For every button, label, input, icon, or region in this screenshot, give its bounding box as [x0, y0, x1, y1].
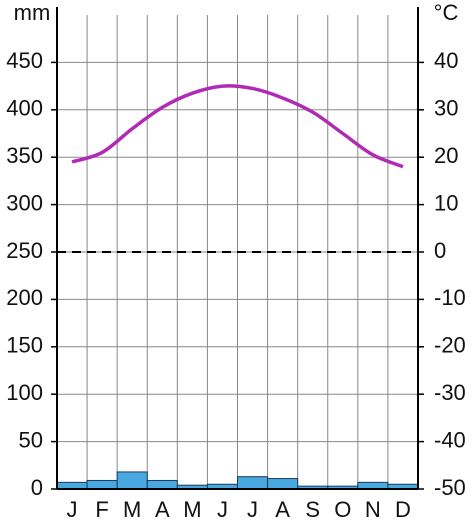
y2-tick-label: 40: [434, 48, 458, 73]
x-tick-label: M: [123, 497, 141, 522]
y-tick-label: 400: [6, 96, 43, 121]
x-tick-label: A: [275, 497, 290, 522]
temperature-line: [71, 84, 404, 169]
precipitation-bar: [267, 478, 299, 490]
y-tick-label: 250: [6, 238, 43, 263]
y-tick-label: 50: [19, 427, 43, 452]
y2-tick-label: -30: [434, 380, 466, 405]
x-tick-label: A: [155, 497, 170, 522]
y2-tick-label: -10: [434, 285, 466, 310]
y-tick-label: 300: [6, 190, 43, 215]
y2-axis-label: °C: [434, 0, 459, 25]
x-tick-label: S: [305, 497, 320, 522]
y2-tick-label: 0: [434, 238, 446, 263]
y2-tick-label: -50: [434, 475, 466, 500]
x-tick-label: N: [365, 497, 381, 522]
y2-tick-label: 20: [434, 143, 458, 168]
y2-tick-label: -20: [434, 333, 466, 358]
y-tick-label: 450: [6, 48, 43, 73]
x-tick-label: M: [183, 497, 201, 522]
x-tick-label: J: [217, 497, 228, 522]
precipitation-bar: [146, 479, 178, 490]
y2-tick-label: 10: [434, 190, 458, 215]
y-axis-label: mm: [14, 0, 51, 25]
x-tick-label: O: [334, 497, 351, 522]
precipitation-bar: [116, 471, 148, 490]
y-tick-label: 0: [31, 475, 43, 500]
x-tick-label: D: [395, 497, 411, 522]
y-tick-label: 100: [6, 380, 43, 405]
y2-tick-label: 30: [434, 96, 458, 121]
x-tick-label: J: [67, 497, 78, 522]
precipitation-bar: [237, 476, 269, 490]
x-tick-label: J: [247, 497, 258, 522]
y-tick-label: 150: [6, 333, 43, 358]
x-tick-label: F: [95, 497, 108, 522]
y-tick-label: 350: [6, 143, 43, 168]
precipitation-bar: [86, 479, 118, 490]
y2-tick-label: -40: [434, 427, 466, 452]
y-tick-label: 200: [6, 285, 43, 310]
